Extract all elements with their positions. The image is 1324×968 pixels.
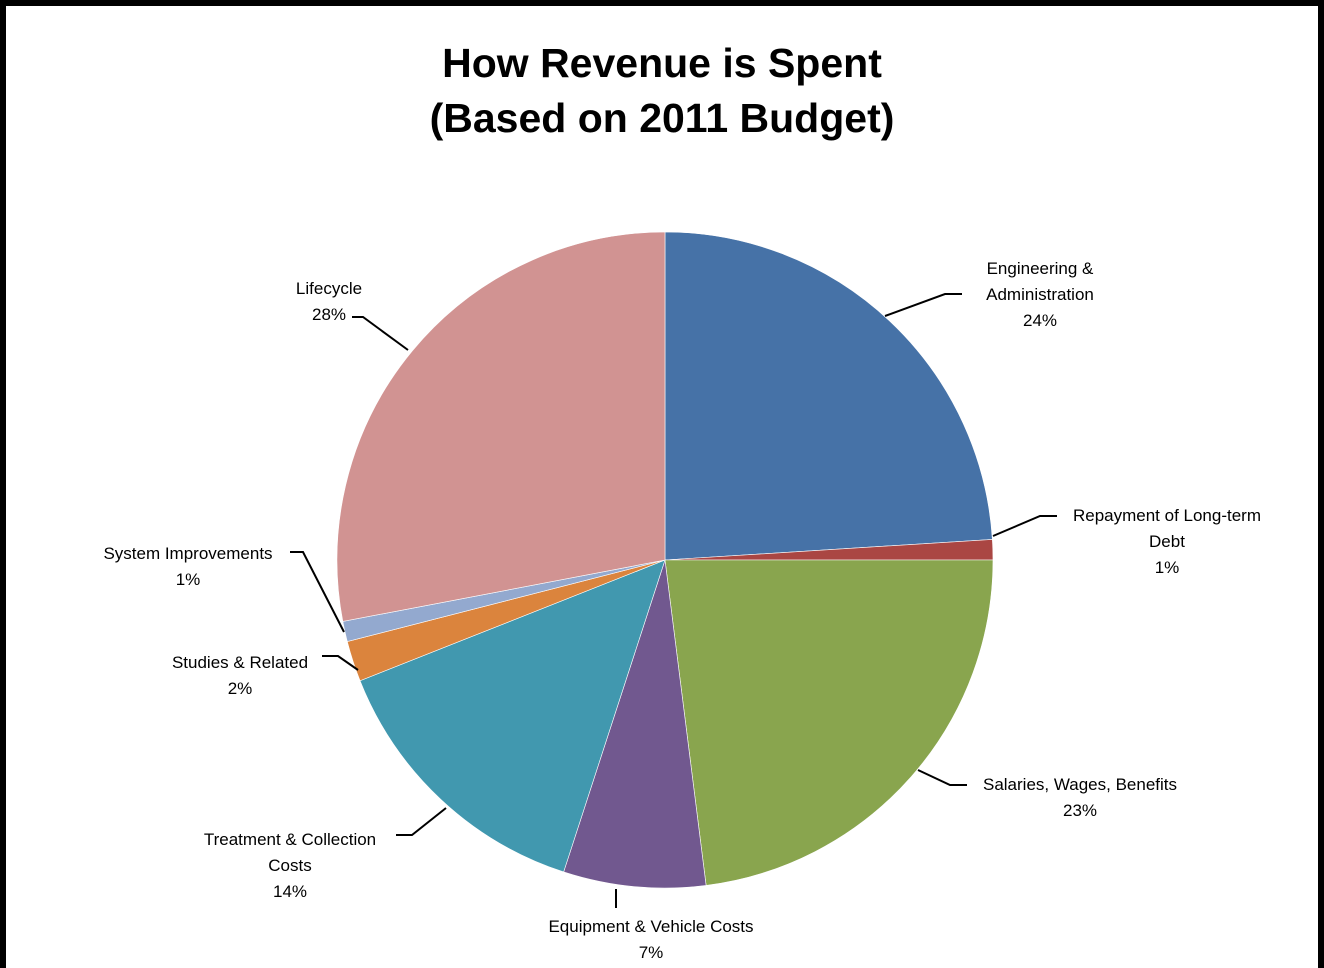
pie-slice-equipment-and-vehicle-costs: [563, 559, 707, 889]
data-label-engineering-and-administration: Engineering & Administration 24%: [986, 259, 1094, 330]
pie-slice-salaries-wages-benefits: [664, 559, 994, 886]
slice-category: Equipment & Vehicle Costs: [548, 917, 753, 936]
slice-category: Costs: [268, 856, 311, 875]
slice-percent: 1%: [1155, 558, 1180, 577]
slice-percent: 23%: [1063, 801, 1097, 820]
chart-title: How Revenue is Spent: [442, 40, 882, 86]
slice-category: Lifecycle: [296, 279, 362, 298]
leader-line-engineering-and-administration: [884, 293, 962, 317]
data-label-system-improvements: System Improvements 1%: [103, 544, 272, 589]
slice-category: Debt: [1149, 532, 1185, 551]
slice-labels: Engineering & Administration 24% Repayment …: [103, 259, 1261, 962]
slice-category: Salaries, Wages, Benefits: [983, 775, 1177, 794]
slice-category: Studies & Related: [172, 653, 308, 672]
leader-line-lifecycle: [352, 316, 409, 351]
data-label-equipment-and-vehicle-costs: Equipment & Vehicle Costs 7%: [548, 917, 753, 962]
data-label-studies-and-related: Studies & Related 2%: [172, 653, 308, 698]
slice-percent: 28%: [312, 305, 346, 324]
leader-lines: [290, 293, 1057, 908]
slice-percent: 24%: [1023, 311, 1057, 330]
leader-line-system-improvements: [290, 551, 345, 633]
chart-title-block: How Revenue is Spent (Based on 2011 Budg…: [0, 36, 1324, 146]
slice-percent: 1%: [176, 570, 201, 589]
data-label-treatment-and-collection-costs: Treatment & Collection Costs 14%: [204, 830, 376, 901]
slice-percent: 7%: [639, 943, 664, 962]
slice-category: Repayment of Long-term: [1073, 506, 1261, 525]
leader-line-studies-and-related: [322, 655, 359, 671]
slice-category: Treatment & Collection: [204, 830, 376, 849]
pie-slice-lifecycle: [336, 231, 666, 622]
pie-slice-engineering-and-administration: [664, 231, 993, 561]
slice-percent: 2%: [228, 679, 253, 698]
slice-percent: 14%: [273, 882, 307, 901]
slice-category: System Improvements: [103, 544, 272, 563]
leader-line-salaries-wages-benefits: [917, 769, 967, 786]
chart-subtitle: (Based on 2011 Budget): [429, 95, 895, 141]
slice-category: Administration: [986, 285, 1094, 304]
slice-category: Engineering &: [987, 259, 1094, 278]
pie-slice-treatment-and-collection-costs: [359, 559, 666, 873]
leader-line-treatment-and-collection-costs: [396, 807, 447, 836]
data-label-repayment-of-long-term-debt: Repayment of Long-term Debt 1%: [1073, 506, 1261, 577]
data-label-lifecycle: Lifecycle 28%: [296, 279, 362, 324]
data-label-salaries-wages-benefits: Salaries, Wages, Benefits 23%: [983, 775, 1177, 820]
leader-line-repayment-of-long-term-debt: [992, 515, 1057, 537]
pie-slices: [336, 231, 994, 889]
